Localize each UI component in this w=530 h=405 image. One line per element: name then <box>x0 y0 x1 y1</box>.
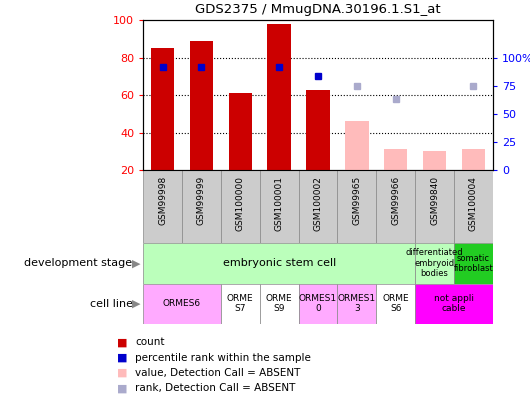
FancyBboxPatch shape <box>376 284 415 324</box>
FancyBboxPatch shape <box>415 170 454 243</box>
FancyBboxPatch shape <box>182 170 221 243</box>
Text: ORMES1
0: ORMES1 0 <box>299 294 337 313</box>
Text: rank, Detection Call = ABSENT: rank, Detection Call = ABSENT <box>135 384 296 393</box>
Text: GSM100000: GSM100000 <box>236 176 245 231</box>
Text: GSM99966: GSM99966 <box>391 176 400 225</box>
Text: GSM99965: GSM99965 <box>352 176 361 225</box>
Bar <box>423 151 446 170</box>
FancyBboxPatch shape <box>376 170 415 243</box>
Text: embryonic stem cell: embryonic stem cell <box>223 258 336 268</box>
Text: ▶: ▶ <box>132 258 140 268</box>
Text: ORMES6: ORMES6 <box>163 299 201 308</box>
Text: somatic
fibroblast: somatic fibroblast <box>454 254 493 273</box>
FancyBboxPatch shape <box>143 170 182 243</box>
FancyBboxPatch shape <box>338 170 376 243</box>
FancyBboxPatch shape <box>221 284 260 324</box>
Text: GSM100002: GSM100002 <box>314 176 322 231</box>
Text: GSM99999: GSM99999 <box>197 176 206 225</box>
Text: ORME
S6: ORME S6 <box>383 294 409 313</box>
Bar <box>462 149 485 170</box>
Bar <box>268 24 291 170</box>
Bar <box>151 48 174 170</box>
FancyBboxPatch shape <box>454 170 493 243</box>
Text: development stage: development stage <box>24 258 132 268</box>
Text: GSM99998: GSM99998 <box>158 176 167 225</box>
Text: not appli
cable: not appli cable <box>434 294 474 313</box>
Text: ■: ■ <box>117 384 127 393</box>
Text: GSM100004: GSM100004 <box>469 176 478 231</box>
Bar <box>345 122 368 170</box>
Text: differentiated
embryoid
bodies: differentiated embryoid bodies <box>406 248 463 278</box>
FancyBboxPatch shape <box>143 243 415 284</box>
FancyBboxPatch shape <box>338 284 376 324</box>
FancyBboxPatch shape <box>298 284 338 324</box>
FancyBboxPatch shape <box>454 243 493 284</box>
Text: GSM99840: GSM99840 <box>430 176 439 225</box>
Text: ORME
S9: ORME S9 <box>266 294 293 313</box>
FancyBboxPatch shape <box>260 170 298 243</box>
Text: value, Detection Call = ABSENT: value, Detection Call = ABSENT <box>135 368 301 378</box>
Text: cell line: cell line <box>90 299 132 309</box>
Text: percentile rank within the sample: percentile rank within the sample <box>135 353 311 362</box>
Text: ■: ■ <box>117 337 127 347</box>
Bar <box>190 41 213 170</box>
Text: GSM100001: GSM100001 <box>275 176 284 231</box>
Bar <box>306 90 330 170</box>
FancyBboxPatch shape <box>298 170 338 243</box>
FancyBboxPatch shape <box>415 284 493 324</box>
Text: count: count <box>135 337 165 347</box>
FancyBboxPatch shape <box>415 243 454 284</box>
FancyBboxPatch shape <box>221 170 260 243</box>
FancyBboxPatch shape <box>143 284 221 324</box>
Text: ▶: ▶ <box>132 299 140 309</box>
Text: ORME
S7: ORME S7 <box>227 294 253 313</box>
Text: ORMES1
3: ORMES1 3 <box>338 294 376 313</box>
Bar <box>228 93 252 170</box>
Title: GDS2375 / MmugDNA.30196.1.S1_at: GDS2375 / MmugDNA.30196.1.S1_at <box>195 3 441 16</box>
Text: ■: ■ <box>117 368 127 378</box>
Bar <box>384 149 408 170</box>
Text: ■: ■ <box>117 353 127 362</box>
FancyBboxPatch shape <box>260 284 298 324</box>
